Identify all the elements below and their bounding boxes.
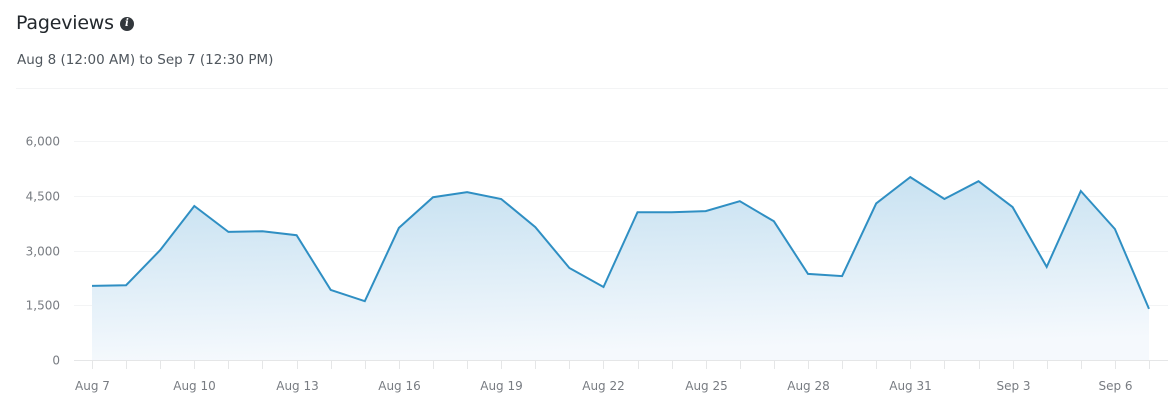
y-tick-label: 1,500 [26, 299, 60, 313]
x-tick-label: Sep 6 [1098, 379, 1132, 393]
x-tick-label: Sep 3 [996, 379, 1030, 393]
x-tick-label: Aug 31 [889, 379, 932, 393]
x-tick-label: Aug 25 [685, 379, 728, 393]
y-tick-label: 6,000 [26, 135, 60, 149]
date-range: Aug 8 (12:00 AM) to Sep 7 (12:30 PM) [17, 52, 274, 68]
x-tick-label: Aug 19 [480, 379, 523, 393]
info-icon[interactable]: i [119, 17, 134, 31]
y-tick-label: 4,500 [26, 190, 60, 204]
x-tick-label: Aug 7 [75, 379, 110, 393]
y-tick-label: 0 [52, 354, 60, 368]
divider [16, 88, 1168, 89]
x-tick-label: Aug 22 [582, 379, 625, 393]
x-axis: Aug 7 Aug 10 Aug 13 Aug 16 Aug 19 Aug 22 Aug 2… [74, 360, 1168, 393]
chart-header: Pageviews i [16, 12, 134, 34]
y-tick-label: 3,000 [26, 245, 60, 259]
y-axis: 0 1,500 3,000 4,500 6,000 [26, 135, 60, 368]
x-tick-label: Aug 13 [276, 379, 319, 393]
chart-title: Pageviews [16, 12, 114, 34]
x-tick-label: Aug 28 [787, 379, 830, 393]
data-line[interactable] [91, 175, 1150, 310]
x-tick-label: Aug 16 [378, 379, 421, 393]
x-tick-label: Aug 10 [173, 379, 216, 393]
area-fill [92, 177, 1149, 360]
